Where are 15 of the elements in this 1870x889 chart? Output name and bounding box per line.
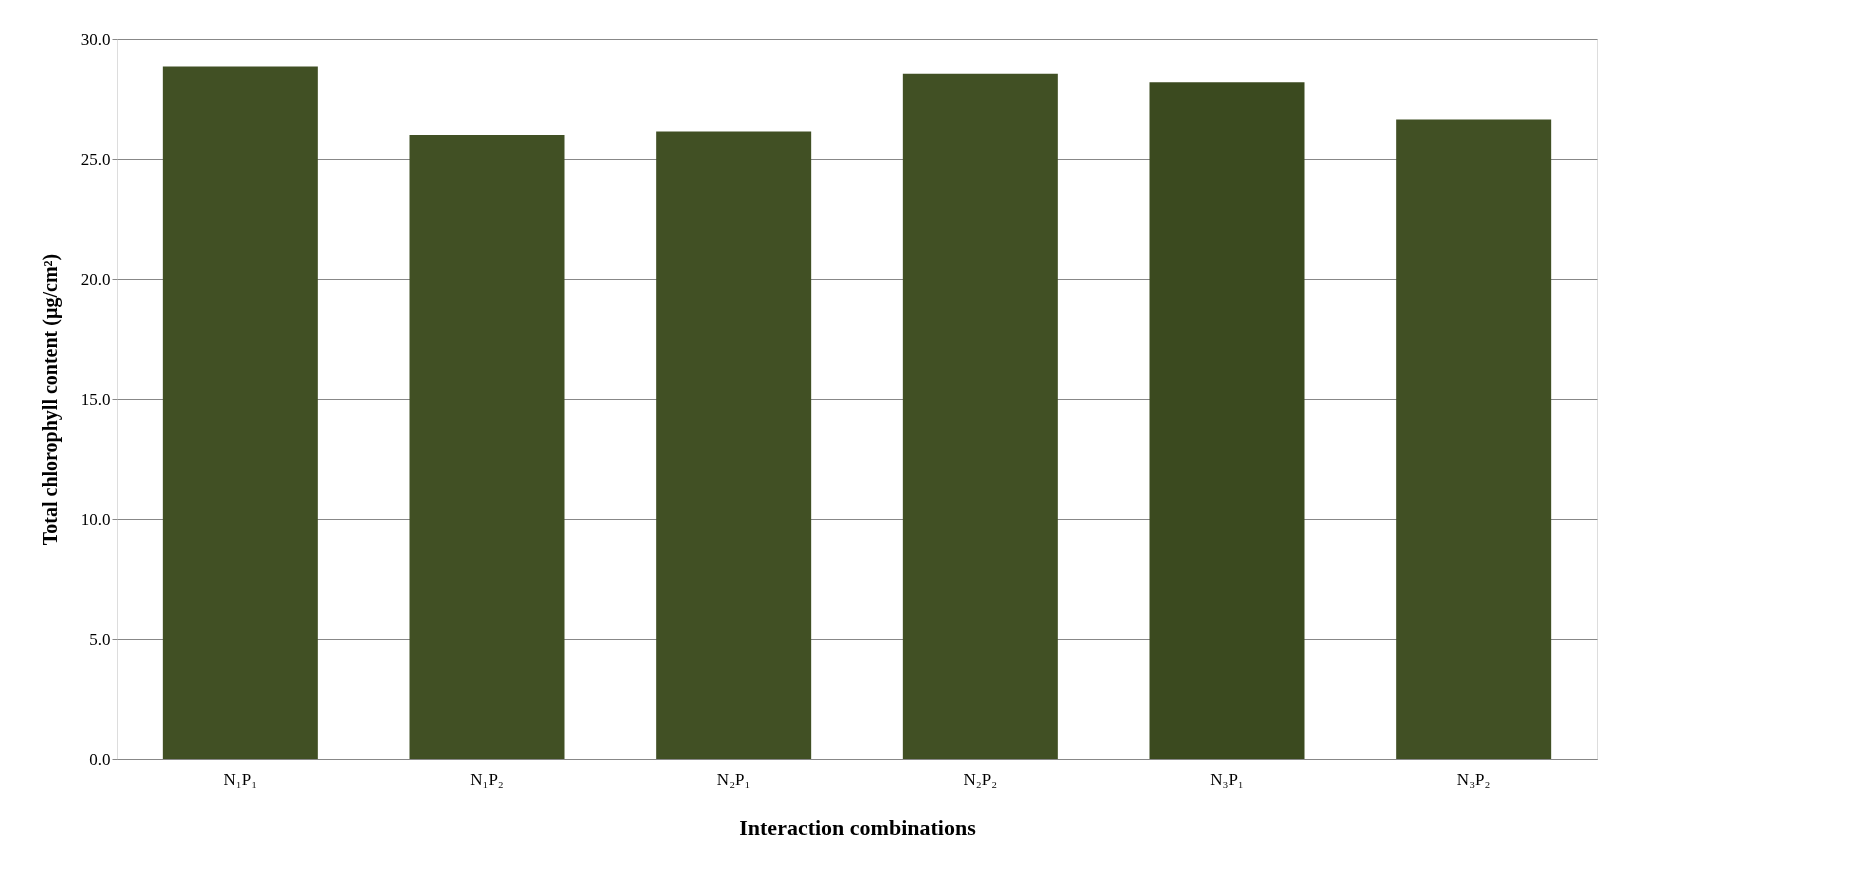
y-tick-label: 15.0 [80,389,111,409]
y-tick-label: 0.0 [89,749,111,769]
x-tick-label: N₂P₂ [963,769,998,789]
x-tick-label: N₁P₁ [223,769,258,789]
x-tick-label: N₂P₁ [716,769,751,789]
x-tick-label: N₃P₁ [1210,769,1244,789]
y-tick-label: 30.0 [80,29,111,49]
y-axis-title: Total chlorophyll content (µg/cm²) [38,253,62,546]
x-tick-label: N₁P₂ [470,769,504,789]
y-tick-label: 10.0 [80,509,111,529]
y-tick-label: 25.0 [80,149,111,169]
x-tick-label: N₃P₂ [1456,769,1491,789]
x-axis-title: Interaction combinations [739,814,977,840]
y-tick-label: 20.0 [80,269,111,289]
y-tick-label: 5.0 [89,629,111,649]
